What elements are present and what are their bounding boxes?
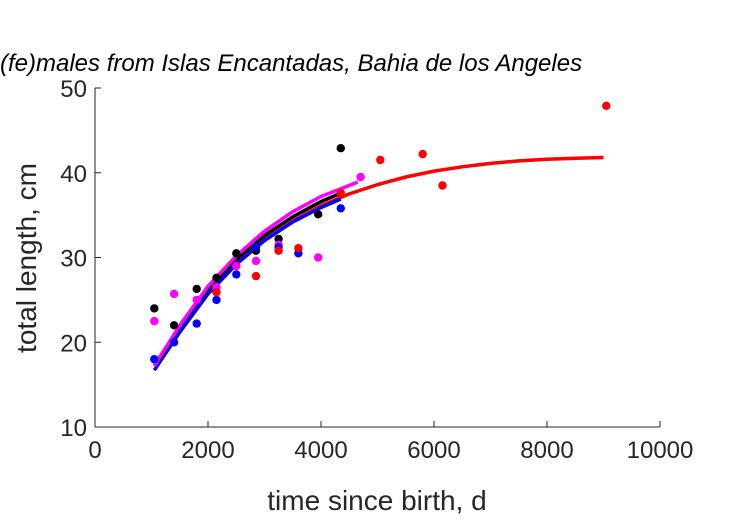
fit-curve-1	[152, 180, 359, 367]
y-ticks: 10 20 30 40 50	[60, 76, 101, 442]
x-tick-label: 0	[88, 437, 101, 464]
data-point-0	[212, 273, 221, 282]
chart-title: (fe)males from Islas Encantadas, Bahia d…	[0, 50, 582, 77]
data-point-1	[169, 289, 179, 299]
data-point-3	[376, 155, 385, 165]
x-tick-label: 8000	[520, 437, 573, 464]
data-point-1	[232, 261, 241, 271]
plot-area	[95, 88, 660, 427]
x-tick-label: 4000	[294, 437, 347, 464]
data-point-0	[169, 321, 179, 330]
data-point-3	[251, 271, 261, 281]
y-tick-label: 20	[60, 330, 87, 357]
data-point-0	[192, 284, 201, 294]
fit-curve-2	[152, 197, 342, 372]
data-point-1	[251, 256, 261, 266]
data-point-3	[418, 149, 427, 159]
data-point-1	[314, 253, 323, 262]
data-point-0	[150, 304, 159, 313]
y-tick-label: 40	[60, 161, 87, 188]
data-point-2	[232, 270, 241, 279]
y-tick-label: 10	[60, 415, 87, 442]
data-point-3	[438, 181, 447, 190]
data-point-2	[251, 243, 261, 252]
y-tick-label: 50	[60, 76, 87, 103]
x-tick-label: 2000	[181, 437, 234, 464]
data-point-0	[232, 249, 241, 258]
data-point-3	[336, 188, 345, 198]
x-axis-label: time since birth, d	[267, 485, 486, 516]
data-point-3	[294, 244, 303, 253]
x-tick-label: 10000	[627, 437, 694, 464]
data-point-0	[314, 210, 323, 219]
data-point-3	[212, 288, 221, 297]
data-point-2	[192, 319, 201, 328]
data-point-2	[212, 295, 221, 305]
y-axis-label: total length, cm	[11, 163, 42, 353]
data-point-0	[336, 144, 345, 153]
y-tick-label: 30	[60, 246, 87, 273]
x-ticks: 0 2000 4000 6000 8000 10000	[88, 421, 693, 464]
data-point-1	[192, 295, 201, 305]
data-point-2	[150, 355, 159, 364]
data-point-3	[274, 246, 283, 255]
x-tick-label: 6000	[407, 437, 460, 464]
data-point-1	[356, 172, 365, 182]
data-points	[150, 101, 611, 364]
fit-curves	[152, 155, 604, 372]
data-point-1	[150, 316, 159, 326]
data-point-2	[169, 338, 179, 347]
data-point-2	[336, 204, 345, 213]
data-point-0	[274, 234, 283, 244]
data-point-3	[602, 101, 611, 111]
